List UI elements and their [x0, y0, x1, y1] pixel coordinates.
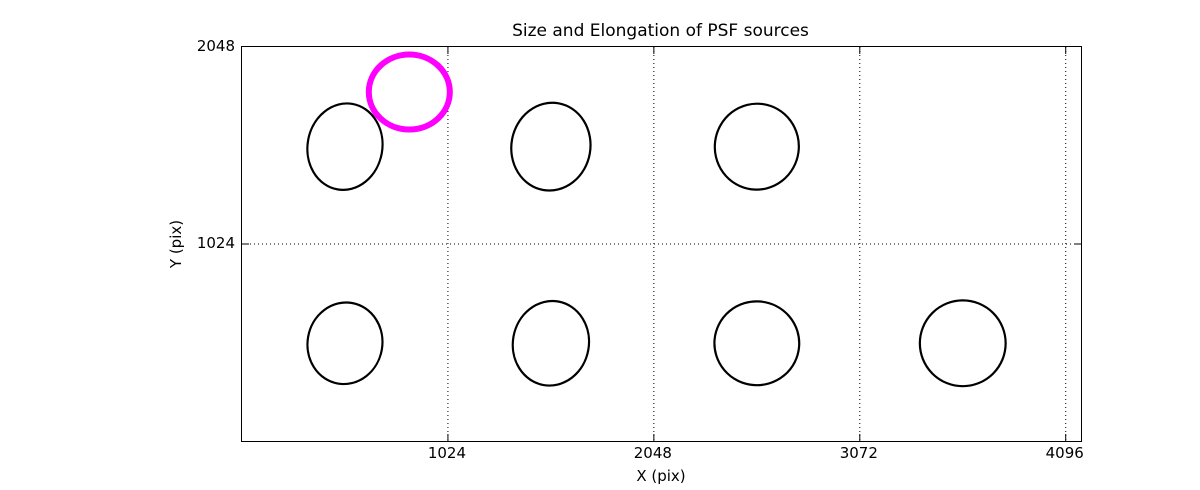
chart-title: Size and Elongation of PSF sources	[512, 21, 809, 41]
plot-area	[241, 46, 1082, 442]
psf-ellipse	[511, 299, 591, 387]
y-axis-label: Y (pix)	[167, 219, 185, 269]
psf-ellipse	[713, 102, 800, 191]
x-tick-label: 4096	[1045, 444, 1084, 462]
psf-ellipse	[510, 101, 592, 192]
psf-ellipse	[306, 102, 384, 191]
psf-ellipse	[306, 301, 384, 386]
x-tick-label: 3072	[839, 444, 878, 462]
psf-ellipse	[713, 300, 801, 387]
y-tick-label: 1024	[196, 234, 235, 252]
highlight-ellipse	[365, 51, 453, 133]
plot-canvas	[242, 47, 1081, 441]
y-tick-label: 2048	[196, 37, 235, 55]
x-tick-label: 1024	[427, 444, 467, 462]
psf-ellipse	[918, 299, 1007, 388]
x-axis-label: X (pix)	[636, 467, 686, 485]
x-tick-label: 2048	[633, 444, 672, 462]
